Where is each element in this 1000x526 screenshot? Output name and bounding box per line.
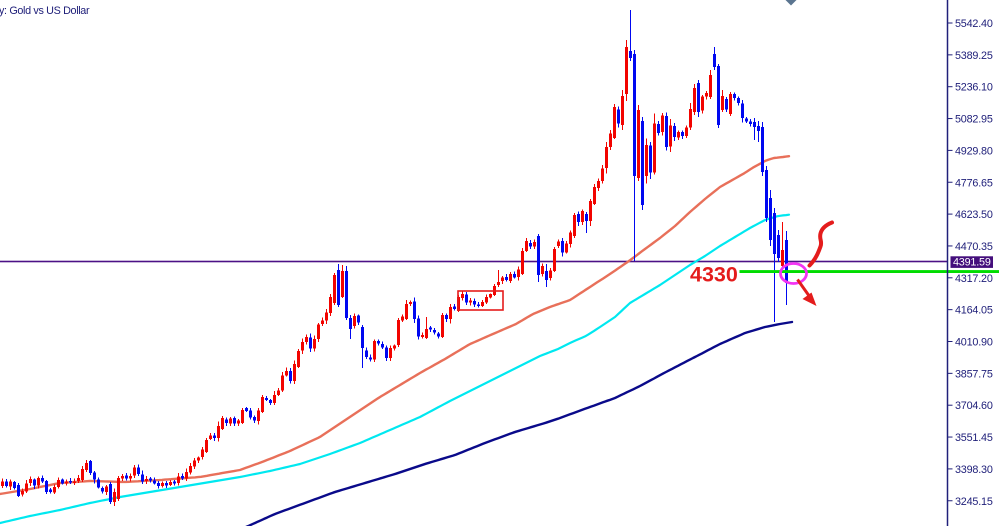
svg-text:5236.10: 5236.10 <box>955 82 993 94</box>
svg-text:4470.35: 4470.35 <box>955 241 993 253</box>
svg-text:5082.95: 5082.95 <box>955 114 993 126</box>
svg-text:y: Gold vs US Dollar: y: Gold vs US Dollar <box>0 5 90 17</box>
svg-text:5542.40: 5542.40 <box>955 18 993 30</box>
svg-text:4164.05: 4164.05 <box>955 305 993 317</box>
svg-text:4929.80: 4929.80 <box>955 145 993 157</box>
svg-text:4391.59: 4391.59 <box>953 257 991 269</box>
svg-text:3245.15: 3245.15 <box>955 496 993 508</box>
svg-text:4776.65: 4776.65 <box>955 177 993 189</box>
svg-text:4317.20: 4317.20 <box>955 273 993 285</box>
svg-text:4330: 4330 <box>690 263 738 287</box>
svg-text:4010.90: 4010.90 <box>955 337 993 349</box>
svg-text:3704.60: 3704.60 <box>955 400 993 412</box>
svg-text:3857.75: 3857.75 <box>955 368 993 380</box>
svg-text:4623.50: 4623.50 <box>955 209 993 221</box>
svg-text:3398.30: 3398.30 <box>955 464 993 476</box>
svg-text:3551.45: 3551.45 <box>955 432 993 444</box>
svg-text:5389.25: 5389.25 <box>955 50 993 62</box>
